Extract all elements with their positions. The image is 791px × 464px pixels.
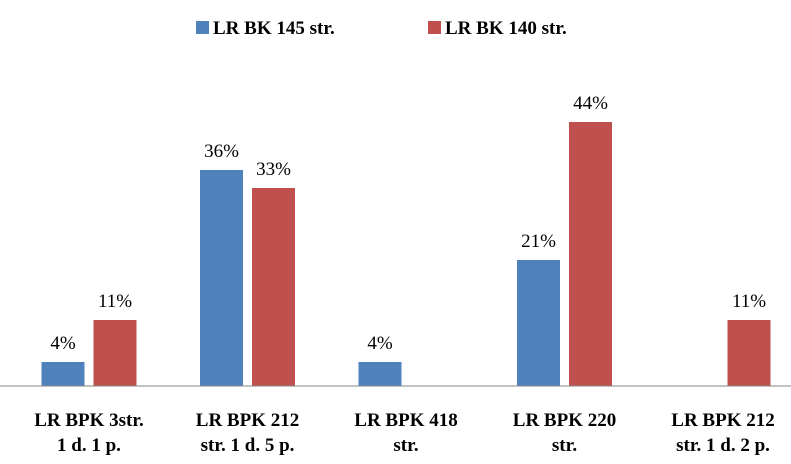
legend-item-series-1: LR BK 145 str.: [196, 18, 335, 39]
x-tick-label-2: LR BPK 212 str. 1 d. 5 p.: [196, 410, 299, 456]
bar-series-1-cat-1: [41, 362, 85, 386]
data-label-series-2-cat-1: 11%: [98, 291, 132, 312]
legend-label-series-1: LR BK 145 str.: [213, 18, 335, 39]
legend-label-series-2: LR BK 140 str.: [445, 18, 567, 39]
legend-item-series-2: LR BK 140 str.: [428, 18, 567, 39]
plot-area: 4% 11% 36% 33% 4% 21% 44% 11%: [41, 93, 771, 386]
legend-swatch-series-1: [196, 21, 209, 34]
x-tick-label-3: LR BPK 418 str.: [354, 410, 457, 456]
data-label-series-1-cat-1: 4%: [50, 333, 76, 354]
bar-series-2-cat-4: [569, 122, 612, 386]
data-label-series-2-cat-5: 11%: [732, 291, 766, 312]
bar-series-2-cat-2: [252, 188, 295, 386]
bar-series-1-cat-4: [517, 260, 560, 386]
data-label-series-1-cat-4: 21%: [521, 231, 556, 252]
bar-series-2-cat-5: [727, 320, 771, 386]
x-tick-label-5: LR BPK 212 str. 1 d. 2 p.: [671, 410, 774, 456]
data-label-series-1-cat-2: 36%: [204, 141, 239, 162]
data-label-series-2-cat-4: 44%: [573, 93, 608, 114]
bar-series-1-cat-3: [358, 362, 402, 386]
bar-series-2-cat-1: [93, 320, 137, 386]
data-label-series-1-cat-3: 4%: [367, 333, 393, 354]
legend-swatch-series-2: [428, 21, 441, 34]
legend: LR BK 145 str. LR BK 140 str.: [196, 18, 567, 39]
bar-series-1-cat-2: [200, 170, 243, 386]
x-tick-label-4: LR BPK 220 str.: [513, 410, 616, 456]
data-label-series-2-cat-2: 33%: [256, 159, 291, 180]
x-axis-tick-labels: LR BPK 3str. 1 d. 1 p. LR BPK 212 str. 1 d.…: [34, 410, 775, 456]
x-tick-label-1: LR BPK 3str. 1 d. 1 p.: [34, 410, 144, 456]
